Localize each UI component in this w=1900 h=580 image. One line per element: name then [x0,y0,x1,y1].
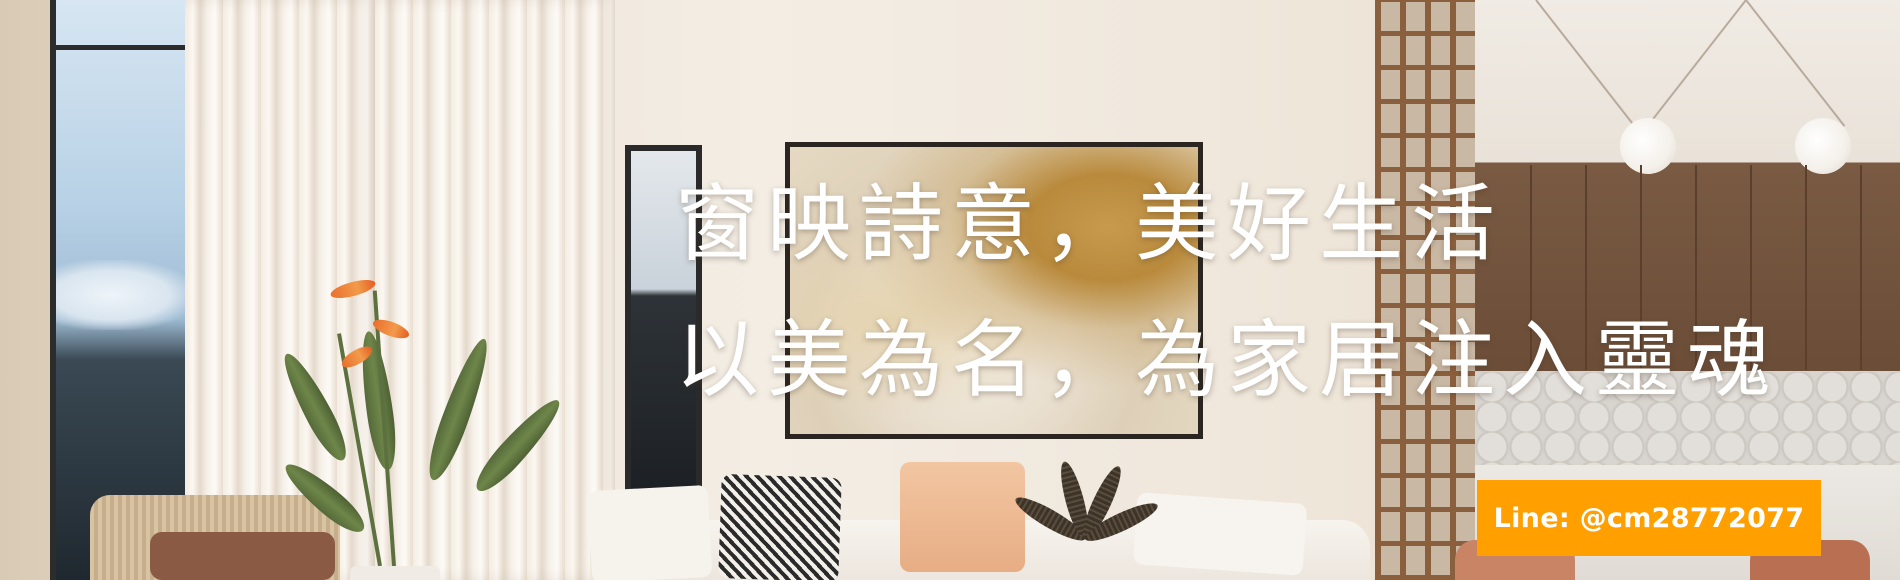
pillow-houndstooth [718,473,842,580]
wall-painting [785,142,1203,439]
armchair-cushion [150,532,335,580]
ceiling-line [1646,0,1747,127]
cabinet-seam [1805,165,1807,370]
headline-line-1: 窗映詩意，美好生活 [675,175,1504,273]
hexagon-backsplash [1475,372,1900,467]
curtain-right [375,0,615,580]
pendant-lamp [1620,118,1676,174]
window-frame-top [50,45,190,50]
cloud-graphic [55,260,195,330]
cabinet-seam [1640,165,1642,370]
pillow-peach [900,462,1025,572]
pillow-white [1132,492,1308,576]
cabinet-seam [1530,165,1532,370]
ceiling-line [1745,0,1846,127]
window-view [55,0,195,580]
cabinet-seam [1695,165,1697,370]
pillow-white [587,484,713,580]
cabinet-seam [1585,165,1587,370]
wood-lattice-partition [1375,0,1475,580]
cabinet-seam [1860,165,1862,370]
plant-pot [350,566,440,580]
line-contact-badge[interactable]: Line: @cm28772077 [1477,480,1821,556]
pendant-lamp [1795,118,1851,174]
window-frame [50,0,56,580]
headline-line-2: 以美為名，為家居注入靈魂 [675,311,1780,409]
cabinet-seam [1750,165,1752,370]
doorway [625,145,702,496]
ceiling-line [1535,0,1636,127]
